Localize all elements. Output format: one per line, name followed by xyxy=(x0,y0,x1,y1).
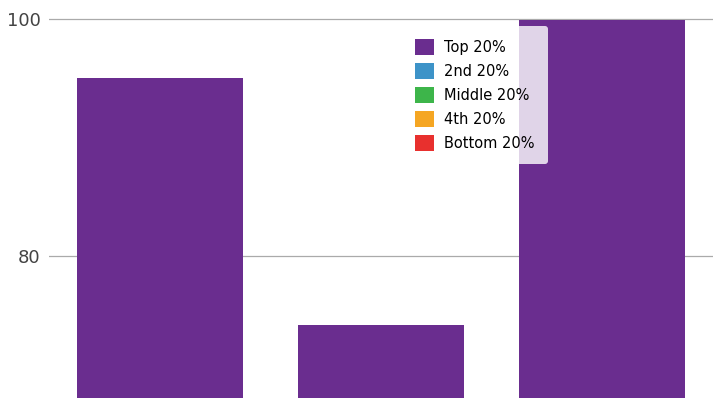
Bar xyxy=(519,20,685,405)
Bar xyxy=(77,78,243,405)
Bar xyxy=(298,324,464,405)
Legend: Top 20%, 2nd 20%, Middle 20%, 4th 20%, Bottom 20%: Top 20%, 2nd 20%, Middle 20%, 4th 20%, B… xyxy=(402,26,548,164)
